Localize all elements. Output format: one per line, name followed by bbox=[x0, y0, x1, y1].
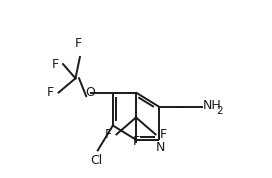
Text: F: F bbox=[47, 86, 54, 99]
Text: F: F bbox=[160, 128, 167, 141]
Text: F: F bbox=[51, 57, 58, 71]
Text: O: O bbox=[86, 86, 95, 99]
Text: N: N bbox=[155, 141, 165, 154]
Text: NH: NH bbox=[203, 99, 221, 112]
Text: Cl: Cl bbox=[90, 154, 102, 167]
Text: F: F bbox=[132, 135, 140, 148]
Text: F: F bbox=[75, 37, 82, 50]
Text: 2: 2 bbox=[217, 106, 223, 116]
Text: F: F bbox=[105, 128, 112, 141]
